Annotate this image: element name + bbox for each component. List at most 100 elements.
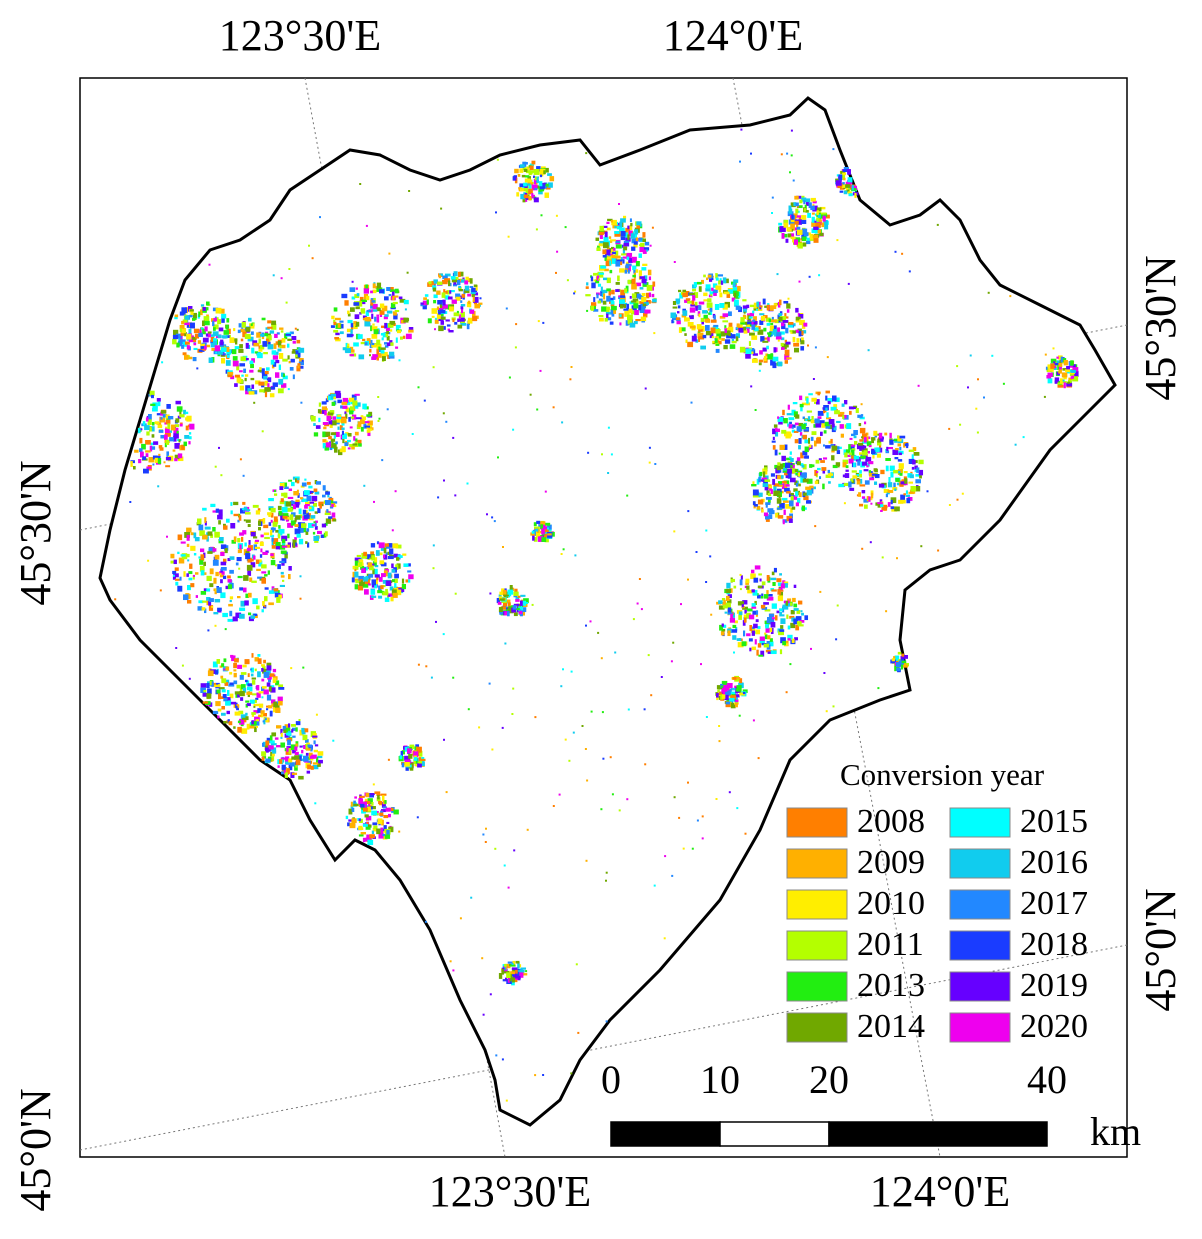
land-patch: [452, 436, 455, 439]
land-patch: [846, 189, 850, 192]
land-patch: [200, 687, 206, 693]
land-patch: [218, 687, 225, 690]
land-patch: [774, 615, 778, 621]
land-patch: [813, 424, 817, 428]
land-patch: [724, 611, 728, 614]
legend-label: 2015: [1020, 803, 1088, 840]
land-patch: [622, 248, 626, 254]
land-patch: [247, 570, 252, 576]
land-patch: [467, 300, 471, 305]
land-patch: [379, 812, 384, 816]
land-patch: [890, 471, 894, 478]
land-patch: [813, 237, 819, 243]
land-patch: [246, 564, 253, 571]
land-patch: [342, 405, 348, 409]
land-patch: [598, 315, 604, 318]
land-patch: [541, 537, 547, 542]
land-patch: [726, 582, 731, 589]
land-patch: [752, 501, 756, 506]
land-patch: [383, 815, 389, 819]
land-patch: [529, 170, 535, 173]
land-patch: [333, 435, 336, 439]
land-patch: [879, 444, 882, 448]
land-patch: [404, 308, 407, 311]
land-patch: [722, 694, 726, 699]
land-patch: [239, 691, 245, 697]
land-patch: [259, 367, 262, 371]
land-patch: [374, 791, 381, 794]
land-patch: [517, 962, 520, 969]
land-patch: [767, 651, 773, 654]
land-patch: [792, 237, 796, 243]
land-patch: [160, 411, 164, 416]
land-patch: [213, 317, 217, 322]
land-patch: [770, 323, 774, 326]
land-patch: [374, 582, 378, 589]
land-patch: [275, 564, 277, 567]
land-patch: [290, 744, 297, 751]
land-patch: [677, 311, 680, 314]
land-patch: [887, 502, 891, 507]
land-patch: [593, 309, 599, 312]
land-patch: [698, 286, 702, 292]
land-patch: [317, 409, 322, 414]
land-patch: [188, 677, 191, 680]
land-patch: [740, 575, 743, 580]
land-patch: [189, 563, 193, 569]
land-patch: [230, 502, 233, 506]
land-patch: [782, 409, 785, 416]
land-patch: [759, 578, 762, 582]
land-patch: [508, 376, 511, 379]
land-patch: [755, 619, 759, 623]
land-patch: [220, 567, 227, 571]
land-patch: [822, 469, 826, 474]
land-patch: [687, 341, 694, 348]
land-patch: [204, 608, 207, 614]
land-patch: [1057, 382, 1063, 385]
land-patch: [543, 170, 546, 175]
land-patch: [851, 455, 856, 460]
land-patch: [633, 238, 637, 243]
land-patch: [746, 328, 750, 333]
land-patch: [365, 295, 370, 301]
land-patch: [724, 694, 729, 701]
land-patch: [796, 229, 803, 235]
land-patch: [212, 527, 216, 532]
land-patch: [284, 724, 290, 729]
land-patch: [325, 398, 329, 403]
land-patch: [795, 307, 799, 313]
land-patch: [325, 442, 331, 448]
land-patch: [358, 443, 362, 447]
land-patch: [853, 435, 857, 439]
land-patch: [782, 320, 789, 323]
land-patch: [208, 605, 214, 611]
land-patch: [642, 249, 647, 254]
land-patch: [489, 592, 492, 595]
land-patch: [724, 327, 730, 330]
land-patch: [388, 813, 391, 818]
land-patch: [244, 659, 250, 665]
land-patch: [600, 657, 603, 660]
land-patch: [179, 340, 185, 345]
land-patch: [275, 341, 280, 345]
land-patch: [799, 314, 804, 319]
land-patch: [1002, 382, 1005, 385]
land-patch: [827, 398, 833, 403]
land-patch: [1058, 363, 1063, 367]
land-patch: [212, 307, 219, 312]
land-patch: [310, 765, 314, 770]
land-patch: [178, 439, 181, 443]
land-patch: [299, 597, 302, 600]
land-patch: [786, 468, 793, 474]
land-patch: [440, 309, 446, 314]
land-patch: [498, 594, 502, 598]
land-patch: [585, 152, 588, 155]
land-patch: [789, 663, 792, 666]
land-patch: [753, 321, 758, 325]
land-patch: [779, 608, 783, 612]
land-patch: [739, 346, 746, 353]
land-patch: [767, 498, 771, 504]
land-patch: [676, 300, 680, 305]
land-patch: [261, 317, 266, 321]
